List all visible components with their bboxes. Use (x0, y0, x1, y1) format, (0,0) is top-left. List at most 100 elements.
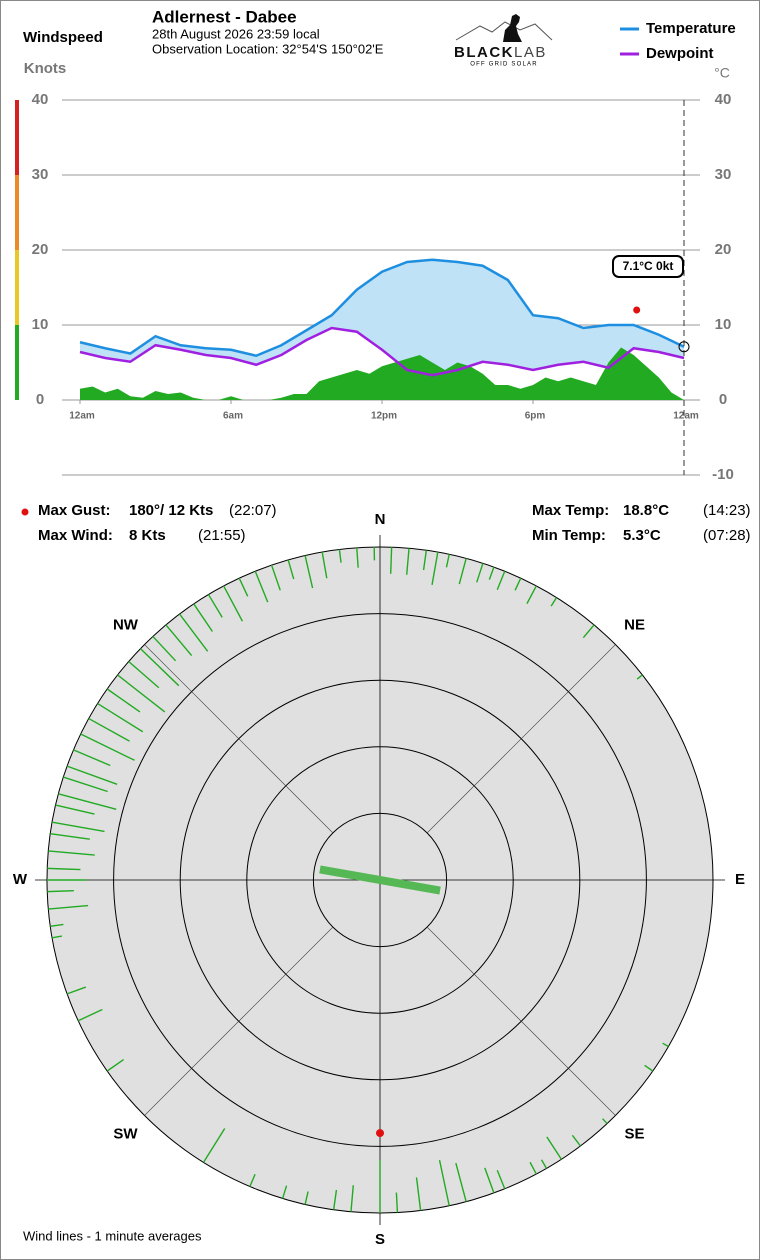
logo-name: BLACKLAB (454, 44, 547, 61)
series-line (79, 258, 685, 358)
wind-line (496, 1169, 506, 1190)
direction-label: NE (624, 616, 645, 633)
wind-line (254, 570, 269, 603)
wind-line (514, 577, 522, 591)
wind-line (395, 1192, 399, 1213)
polar-spoke (144, 926, 334, 1116)
y2-tick-label: -10 (712, 466, 734, 483)
wind-line (165, 624, 193, 656)
wind-line (662, 1042, 669, 1048)
direction-label: W (13, 871, 28, 888)
wind-line (540, 1159, 548, 1169)
wind-line (406, 548, 410, 575)
x-tick-label: 12pm (371, 411, 397, 422)
wind-line (238, 577, 249, 597)
x-tick-label: 6am (223, 411, 243, 422)
wind-line (287, 559, 295, 580)
y-axis-label: Knots (24, 60, 67, 77)
wind-line (350, 1185, 354, 1212)
wind-line (602, 1118, 608, 1125)
wind-line (644, 1064, 654, 1072)
wind-line (66, 765, 118, 785)
wind-line (128, 661, 160, 689)
wind-line (50, 923, 64, 928)
wind-line (304, 555, 314, 589)
date: 28th August 2026 23:59 local (152, 26, 320, 41)
title: Adlernest - Dabee (152, 7, 297, 26)
direction-label: NW (113, 616, 139, 633)
wind-line (526, 585, 537, 604)
y-tick-label: 20 (32, 241, 49, 258)
logo-mountains (455, 21, 553, 41)
wind-line (529, 1161, 537, 1175)
y-tick-label: 0 (36, 391, 44, 408)
temp-dew-fill (80, 259, 684, 376)
wind-line (48, 904, 89, 910)
wind-line (488, 566, 495, 580)
y-tick-label: 40 (32, 91, 49, 108)
y2-tick-label: 30 (715, 166, 732, 183)
y2-tick-label: 20 (715, 241, 732, 258)
gust-marker (376, 1129, 384, 1138)
wind-line (304, 1191, 309, 1205)
wind-line (496, 570, 506, 591)
wind-line (445, 554, 450, 568)
legend-label: Dewpoint (646, 45, 714, 62)
wind-line (636, 674, 643, 680)
annotation: 7.1°C 0kt (623, 259, 674, 273)
wind-line (270, 564, 281, 591)
polar-spoke (144, 644, 334, 834)
polar-spoke (426, 926, 616, 1116)
y2-tick-label: 10 (715, 316, 732, 333)
stat-value: 8 Kts (129, 527, 166, 544)
wind-line (223, 585, 244, 622)
wind-line (51, 935, 63, 939)
direction-label: SW (113, 1126, 138, 1143)
wind-line (48, 850, 95, 856)
wind-line (50, 832, 90, 840)
stat-label: Max Wind: (38, 527, 113, 544)
wind-line (47, 867, 81, 871)
wind-line (415, 1177, 422, 1211)
wind-area (80, 347, 684, 400)
y2-tick-label: 40 (715, 91, 732, 108)
legend-label: Temperature (646, 20, 736, 37)
logo-name-light: LAB (514, 44, 547, 61)
stat-label: Max Gust: (38, 502, 111, 519)
y2-axis-label: °C (714, 65, 730, 81)
stat-time: (07:28) (703, 527, 751, 544)
stat-label: Min Temp: (532, 527, 606, 544)
speed-band (15, 325, 19, 400)
windspeed-label: Windspeed (23, 29, 103, 46)
x-tick-label: 6pm (525, 411, 546, 422)
annotation-box (612, 255, 684, 278)
stat-value: 180°/ 12 Kts (129, 502, 213, 519)
wind-line (51, 821, 105, 833)
wind-line (193, 603, 213, 632)
wind-line (179, 613, 209, 652)
wind-line (77, 1008, 103, 1022)
wind-line (80, 733, 135, 761)
current-wind-bar (319, 865, 441, 895)
stat-label: Max Temp: (532, 502, 609, 519)
wind-line (455, 1162, 467, 1202)
wind-line (66, 986, 87, 995)
wind-line (281, 1185, 288, 1199)
wind-line (88, 717, 130, 742)
wind-line (58, 793, 117, 811)
wind-line (546, 1136, 562, 1160)
wind-line (458, 558, 467, 585)
stat-value: 18.8°C (623, 502, 669, 519)
wind-line (139, 648, 180, 687)
speed-band (15, 100, 19, 175)
stat-time: (14:23) (703, 502, 751, 519)
gust-legend-dot (21, 508, 29, 516)
direction-label: SE (625, 1126, 645, 1143)
wind-line (438, 1159, 450, 1206)
y2-tick-label: 0 (719, 391, 727, 408)
y-tick-label: 10 (32, 316, 49, 333)
wind-line (582, 624, 595, 639)
logo-dog (503, 14, 522, 42)
stat-time: (22:07) (229, 502, 277, 519)
wind-line (332, 1189, 338, 1210)
